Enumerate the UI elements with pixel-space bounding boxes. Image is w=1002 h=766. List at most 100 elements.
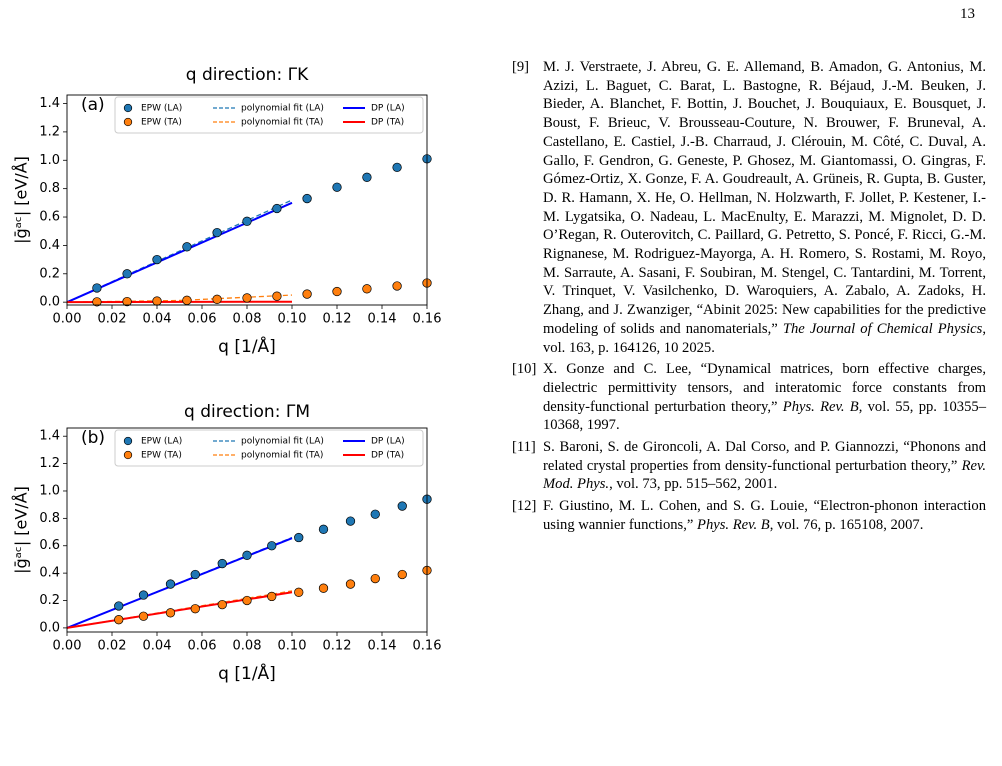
y-tick-label: 0.2: [39, 593, 60, 608]
y-axis-label: |ḡᵃᶜ| [eV/Å]: [12, 486, 31, 574]
data-point: [138, 590, 149, 600]
data-point: [165, 579, 176, 589]
page-number: 13: [960, 6, 975, 22]
x-tick-label: 0.06: [188, 639, 217, 654]
data-point: [392, 281, 402, 291]
legend-label: polynomial fit (TA): [241, 118, 323, 128]
data-point: [370, 573, 380, 584]
legend-label: DP (TA): [371, 118, 404, 128]
fit-line: [66, 201, 293, 304]
data-point: [362, 172, 372, 182]
reference-text: M. J. Verstraete, J. Abreu, G. E. Allema…: [543, 58, 986, 357]
y-axis-label: |ḡᵃᶜ| [eV/Å]: [12, 156, 31, 244]
reference-part: M. J. Verstraete, J. Abreu, G. E. Allema…: [543, 59, 986, 337]
reference-part: The Journal of Chemical Physics: [782, 320, 983, 337]
legend-label: polynomial fit (LA): [241, 104, 324, 114]
legend-label: DP (LA): [371, 437, 405, 447]
data-point: [212, 227, 222, 238]
fit-line: [66, 294, 293, 303]
data-point: [190, 604, 200, 614]
legend-label: EPW (TA): [141, 118, 182, 128]
x-tick-label: 0.02: [98, 312, 127, 327]
legend-label: polynomial fit (TA): [241, 451, 323, 461]
legend-label: EPW (LA): [141, 104, 182, 114]
data-point: [92, 297, 102, 307]
data-point: [122, 296, 132, 307]
plot-area: [66, 154, 432, 307]
x-axis-label: q [1/Å]: [218, 335, 276, 357]
legend-label: DP (TA): [371, 451, 404, 461]
data-point: [397, 501, 407, 511]
data-point: [318, 583, 329, 593]
x-tick-label: 0.12: [323, 312, 352, 327]
data-point: [182, 295, 192, 305]
data-point: [242, 550, 252, 560]
data-point: [294, 587, 304, 597]
reference-label: [12]: [512, 498, 537, 515]
x-tick-label: 0.00: [53, 312, 82, 327]
reference-part: Phys. Rev. B: [782, 398, 859, 415]
x-tick-label: 0.06: [188, 312, 217, 327]
data-point: [217, 599, 227, 610]
x-tick-label: 0.04: [143, 312, 172, 327]
legend-box: [114, 96, 424, 134]
chart-title: q direction: ΓK: [186, 65, 309, 85]
y-tick-label: 0.6: [39, 210, 60, 225]
data-point: [242, 216, 252, 226]
x-tick-label: 0.10: [278, 312, 307, 327]
y-tick-label: 1.4: [39, 96, 60, 111]
data-point: [267, 541, 277, 551]
reference-part: , vol. 55, pp. 10355–10368, 1997.: [543, 398, 986, 434]
x-tick-label: 0.04: [143, 639, 172, 654]
reference-part: X. Gonze and C. Lee, “Dynamical matrices…: [543, 361, 986, 415]
data-point: [242, 595, 252, 606]
figure: q direction: ΓK q [1/Å] |ḡᵃᶜ| [eV/Å] 0.00 0.…: [12, 65, 442, 684]
legend-marker: [123, 117, 133, 127]
data-point: [332, 286, 342, 297]
x-tick-label: 0.10: [278, 639, 307, 654]
legend-marker: [123, 450, 133, 460]
reference-part: Rev. Mod. Phys.: [543, 457, 986, 493]
x-tick-label: 0.00: [53, 639, 82, 654]
reference-text: S. Baroni, S. de Gironcoli, A. Dal Corso…: [543, 438, 986, 494]
reference-part: , vol. 73, pp. 515–562, 2001.: [609, 476, 778, 493]
y-tick-label: 1.0: [39, 153, 60, 168]
y-tick-label: 0.6: [39, 538, 60, 553]
data-point: [242, 293, 252, 303]
data-point: [165, 608, 176, 618]
x-tick-label: 0.16: [413, 639, 442, 654]
y-tick-label: 0.0: [39, 620, 60, 635]
legend-box: [114, 429, 424, 467]
data-point: [212, 294, 222, 304]
data-point: [302, 289, 312, 299]
y-tick-label: 0.4: [39, 566, 60, 581]
data-point: [397, 569, 407, 580]
y-tick-label: 0.0: [39, 295, 60, 310]
data-point: [272, 203, 282, 214]
y-tick-label: 1.2: [39, 124, 60, 139]
panel-label: (b): [81, 428, 105, 448]
y-tick-label: 0.4: [39, 238, 60, 253]
data-point: [122, 269, 132, 279]
x-tick-label: 0.02: [98, 639, 127, 654]
fit-line: [66, 591, 293, 629]
reference: [9] M. J. Verstraete, J. Abreu, G. E. All…: [512, 58, 986, 357]
data-point: [370, 509, 380, 519]
y-tick-label: 0.2: [39, 266, 60, 281]
references: [9] M. J. Verstraete, J. Abreu, G. E. All…: [512, 58, 986, 538]
reference: [11] S. Baroni, S. de Gironcoli, A. Dal C…: [512, 438, 986, 494]
legend-marker: [123, 436, 133, 446]
reference-part: , vol. 163, p. 164126, 10 2025.: [543, 320, 986, 356]
data-point: [138, 611, 149, 621]
x-axis-label: q [1/Å]: [218, 662, 276, 684]
axes-frame: [66, 94, 428, 306]
y-tick-label: 1.4: [39, 429, 60, 444]
x-tick-label: 0.14: [368, 639, 397, 654]
legend-marker: [123, 103, 133, 113]
x-tick-label: 0.12: [323, 639, 352, 654]
x-tick-label: 0.14: [368, 312, 397, 327]
y-tick-label: 0.8: [39, 181, 60, 196]
data-point: [114, 615, 124, 625]
panel-label: (a): [81, 95, 105, 115]
